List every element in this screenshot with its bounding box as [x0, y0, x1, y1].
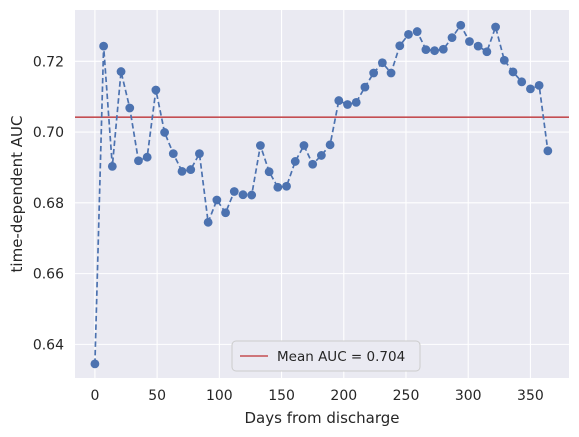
data-point — [282, 181, 291, 191]
grid-lines — [75, 10, 569, 378]
data-point — [473, 41, 483, 51]
data-point — [247, 190, 257, 200]
data-point — [160, 128, 169, 137]
x-tick-label: 250 — [393, 388, 420, 404]
data-point — [151, 85, 161, 95]
data-point — [125, 103, 135, 113]
data-point — [195, 149, 204, 159]
y-tick-label: 0.72 — [33, 54, 64, 70]
legend-label: Mean AUC = 0.704 — [277, 349, 405, 365]
data-point — [438, 44, 448, 54]
x-tick-label: 300 — [455, 388, 482, 404]
data-point — [404, 30, 413, 39]
data-point — [299, 141, 309, 150]
data-point — [430, 46, 440, 56]
x-tick-label: 50 — [148, 388, 166, 404]
data-point — [107, 162, 117, 171]
data-point — [273, 182, 283, 192]
data-point — [212, 195, 222, 205]
data-point — [421, 45, 431, 55]
data-point — [238, 190, 248, 200]
data-point — [499, 55, 509, 65]
data-point — [543, 146, 553, 156]
data-point — [203, 217, 213, 227]
data-point — [256, 141, 265, 150]
data-point — [395, 41, 405, 51]
data-point — [482, 47, 492, 57]
data-point — [308, 159, 318, 169]
y-tick-label: 0.64 — [33, 337, 64, 353]
data-point — [90, 359, 100, 369]
data-point — [456, 20, 466, 30]
y-tick-label: 0.66 — [33, 267, 64, 283]
data-point — [142, 152, 152, 162]
data-point — [316, 151, 326, 160]
data-point — [351, 97, 361, 107]
legend: Mean AUC = 0.704 — [231, 340, 421, 372]
series-layer — [90, 20, 553, 369]
legend-box — [231, 340, 421, 372]
data-point — [134, 156, 143, 166]
data-point — [377, 58, 387, 68]
data-point — [186, 165, 196, 174]
data-point — [168, 149, 178, 159]
data-point — [508, 67, 518, 77]
data-point — [116, 67, 126, 76]
y-tick-label: 0.68 — [33, 196, 64, 212]
x-tick-label: 100 — [206, 388, 233, 404]
data-point — [526, 84, 535, 94]
x-tick-label: 150 — [268, 388, 295, 404]
plot-area — [75, 10, 569, 378]
data-point — [343, 100, 352, 109]
y-tick-label: 0.70 — [33, 125, 64, 141]
x-tick-label: 350 — [517, 388, 544, 404]
data-point — [360, 82, 370, 92]
data-point — [334, 96, 344, 105]
data-point — [491, 22, 500, 32]
data-point — [229, 187, 239, 196]
data-point — [99, 41, 109, 51]
x-tick-label: 0 — [90, 388, 99, 404]
y-axis-label: time-dependent AUC — [8, 116, 26, 273]
data-point — [517, 77, 527, 87]
data-point — [325, 140, 335, 150]
data-point — [177, 166, 187, 176]
data-point — [369, 68, 379, 78]
data-point — [290, 157, 300, 166]
data-point — [465, 37, 474, 46]
data-point — [264, 167, 274, 177]
data-point — [447, 33, 457, 42]
data-point — [534, 80, 544, 90]
x-axis-label: Days from discharge — [245, 409, 400, 427]
data-point — [221, 208, 230, 218]
data-point — [412, 27, 422, 36]
data-point — [386, 68, 396, 78]
x-tick-labels: 0 50 100 150 200 250 300 350 — [90, 388, 543, 404]
y-tick-labels: 0.64 0.66 0.68 0.70 0.72 — [33, 54, 64, 353]
x-tick-label: 200 — [330, 388, 357, 404]
auc-series-line — [94, 23, 549, 364]
